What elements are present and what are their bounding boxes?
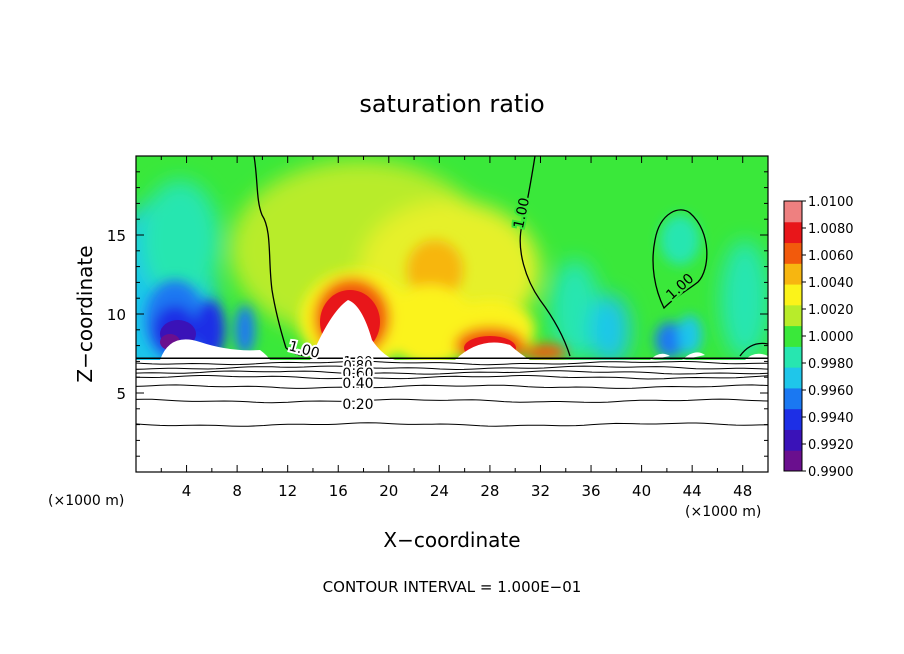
x-tick-label: 28 — [480, 482, 499, 500]
x-tick-label: 20 — [379, 482, 398, 500]
colorbar-swatch — [784, 263, 802, 285]
colorbar-tick-label: 1.0040 — [808, 276, 854, 291]
colorbar-tick-label: 0.9960 — [808, 384, 854, 399]
contour-label: 0.40 — [342, 376, 373, 392]
colorbar-tick-label: 0.9940 — [808, 411, 854, 426]
colorbar-swatch — [784, 450, 802, 472]
colorbar-tick-label: 1.0100 — [808, 195, 854, 210]
x-tick-label: 44 — [683, 482, 702, 500]
colorbar-tick-label: 1.0080 — [808, 222, 854, 237]
colorbar-tick-label: 1.0020 — [808, 303, 854, 318]
colorbar-tick-label: 0.9980 — [808, 357, 854, 372]
chart-title: saturation ratio — [359, 90, 544, 118]
saturation-field — [136, 156, 768, 360]
x-tick-label: 48 — [733, 482, 752, 500]
y-axis-label: Z−coordinate — [73, 245, 97, 382]
colorbar-swatch — [784, 221, 802, 244]
contour-interval-note: CONTOUR INTERVAL = 1.000E−01 — [323, 578, 582, 596]
x-axis-label: X−coordinate — [383, 528, 520, 552]
colorbar-swatch — [784, 284, 802, 306]
surface-contours — [135, 357, 769, 427]
x-axis: 4 8 12 16 20 24 28 32 36 40 44 48 — [160, 156, 752, 500]
colorbar-swatch — [784, 408, 802, 430]
x-tick-label: 16 — [329, 482, 348, 500]
colorbar-swatch — [784, 387, 802, 410]
x-tick-label: 32 — [531, 482, 550, 500]
colorbar-swatch — [784, 367, 802, 389]
contour-label: 0.80 — [344, 359, 373, 374]
colorbar-tick-label: 0.9900 — [808, 465, 854, 480]
y-tick-label: 10 — [107, 306, 126, 324]
y-axis: 5 10 15 — [107, 171, 768, 457]
surface-contour-line — [135, 370, 769, 375]
contour-label: 0.20 — [342, 397, 373, 413]
colorbar-swatch — [784, 201, 802, 223]
colorbar-swatch — [784, 346, 802, 368]
colorbar-tick-label: 1.0060 — [808, 249, 854, 264]
surface-contour-line — [135, 365, 769, 371]
x-unit-label-left: (×1000 m) — [48, 493, 124, 509]
contour-label: 0.60 — [342, 366, 373, 382]
y-tick-label: 5 — [116, 385, 126, 403]
x-tick-label: 4 — [182, 482, 192, 500]
x-tick-label: 12 — [278, 482, 297, 500]
colorbar-tick-label: 0.9920 — [808, 438, 854, 453]
surface-contour-line — [135, 360, 768, 366]
x-tick-label: 40 — [632, 482, 651, 500]
x-unit-label-right: (×1000 m) — [685, 504, 761, 520]
surface-contour-line — [135, 422, 769, 427]
x-tick-label: 36 — [581, 482, 600, 500]
colorbar-tick-label: 1.0000 — [808, 330, 854, 345]
surface-contour-line — [135, 398, 769, 404]
contour-label: 1.00 — [344, 355, 373, 370]
colorbar-swatch — [784, 304, 802, 327]
colorbar-swatch — [784, 325, 802, 347]
y-tick-label: 15 — [107, 227, 126, 245]
colorbar: 0.9900 0.9920 0.9940 0.9960 0.9980 1.0000 1.00… — [783, 195, 854, 480]
x-tick-label: 8 — [232, 482, 242, 500]
colorbar-swatch — [784, 242, 802, 264]
colorbar-swatch — [784, 429, 802, 451]
surface-contour-line — [135, 384, 769, 389]
surface-contour-line — [135, 375, 769, 380]
x-tick-label: 24 — [430, 482, 449, 500]
